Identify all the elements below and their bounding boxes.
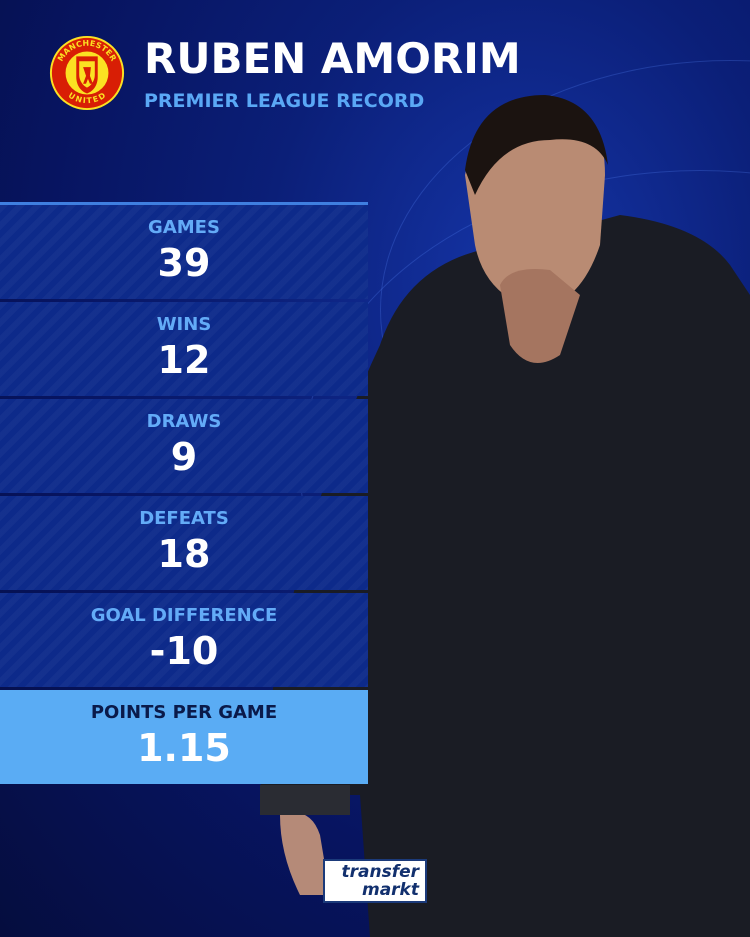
stat-games: GAMES 39	[0, 205, 368, 299]
crest-text-united: UNITED	[67, 91, 108, 106]
manchester-united-crest: MANCHESTER UNITED	[49, 35, 125, 111]
stats-panel: GAMES 39 WINS 12 DRAWS 9 DEFEATS 18 GOAL…	[0, 202, 368, 787]
logo-text: transfer	[341, 862, 419, 882]
divider	[0, 202, 368, 205]
page-title: RUBEN AMORIM	[144, 34, 521, 83]
stat-value: -10	[149, 629, 219, 673]
stat-label: WINS	[156, 314, 212, 335]
stat-value: 1.15	[137, 726, 231, 770]
stat-label: DRAWS	[146, 411, 222, 432]
stat-value: 12	[157, 338, 211, 382]
stat-value: 9	[170, 435, 198, 479]
crest-text-bottom: UNITED	[67, 91, 108, 106]
transfermarkt-logo: transfer markt	[323, 859, 427, 903]
stat-label: GAMES	[148, 217, 220, 238]
stat-label: POINTS PER GAME	[90, 702, 278, 723]
stat-label: GOAL DIFFERENCE	[90, 605, 278, 626]
stat-value: 18	[157, 532, 211, 576]
stat-defeats: DEFEATS 18	[0, 496, 368, 590]
page-subtitle: PREMIER LEAGUE RECORD	[144, 90, 425, 112]
logo-text: markt	[361, 880, 419, 900]
stat-value: 39	[157, 241, 211, 285]
stat-draws: DRAWS 9	[0, 399, 368, 493]
person-photo	[260, 95, 750, 937]
stat-points-per-game: POINTS PER GAME 1.15	[0, 690, 368, 784]
stat-label: DEFEATS	[139, 508, 229, 529]
stat-goal-difference: GOAL DIFFERENCE -10	[0, 593, 368, 687]
stat-wins: WINS 12	[0, 302, 368, 396]
